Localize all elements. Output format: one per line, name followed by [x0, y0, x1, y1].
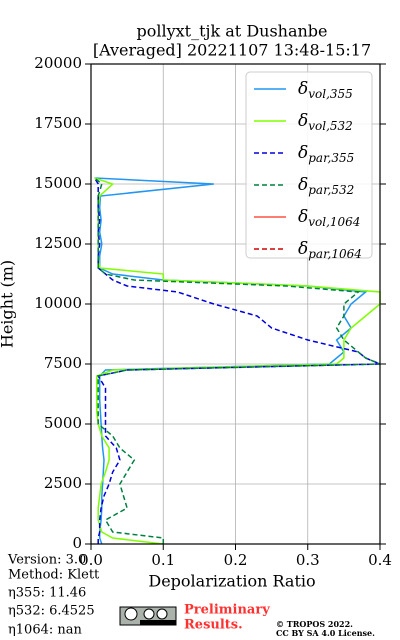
info: η1064: nan — [8, 623, 83, 638]
legend-label: δpar,355 — [298, 143, 354, 165]
y-tick-label: 12500 — [34, 234, 82, 252]
x-tick-label: 0.0 — [79, 551, 103, 569]
y-tick-label: 7500 — [44, 354, 82, 372]
cc-logo — [119, 606, 177, 626]
plot-frame — [90, 63, 381, 545]
info: η532: 6.4525 — [8, 604, 95, 619]
chart-title: [Averaged] 20221107 13:48-15:17 — [93, 41, 371, 60]
y-tick-label: 5000 — [44, 414, 82, 432]
preliminary: Preliminary — [184, 603, 270, 618]
y-axis-label: Height (m) — [0, 260, 17, 348]
chart-title: pollyxt_tjk at Dushanbe — [136, 22, 327, 41]
x-tick-label: 0.2 — [224, 551, 248, 569]
copyright: © TROPOS 2022. — [276, 619, 353, 629]
legend-label: δpar,1064 — [298, 239, 362, 261]
y-tick-label: 2500 — [44, 474, 82, 492]
x-tick-label: 0.3 — [296, 551, 320, 569]
copyright: CC BY SA 4.0 License. — [276, 628, 375, 638]
x-tick-label: 0.4 — [368, 551, 392, 569]
y-tick-label: 17500 — [34, 114, 82, 132]
preliminary: Results. — [184, 618, 243, 633]
y-tick-label: 20000 — [34, 54, 82, 72]
legend-label: δvol,355 — [298, 79, 353, 101]
legend-label: δpar,532 — [298, 175, 354, 197]
y-tick-label: 10000 — [34, 294, 82, 312]
y-tick-label: 0 — [72, 534, 82, 552]
x-axis-label: Depolarization Ratio — [148, 572, 315, 591]
info: η355: 11.46 — [8, 586, 86, 601]
profile-line — [94, 177, 368, 545]
legend-box — [245, 71, 373, 259]
x-tick-label: 0.1 — [151, 551, 175, 569]
legend-label: δvol,532 — [298, 111, 353, 133]
y-tick-label: 15000 — [34, 174, 82, 192]
info: Method: Klett — [8, 568, 100, 583]
profile-line — [94, 177, 381, 544]
legend-label: δvol,1064 — [298, 207, 360, 229]
info: Version: 3.0 — [7, 553, 86, 568]
